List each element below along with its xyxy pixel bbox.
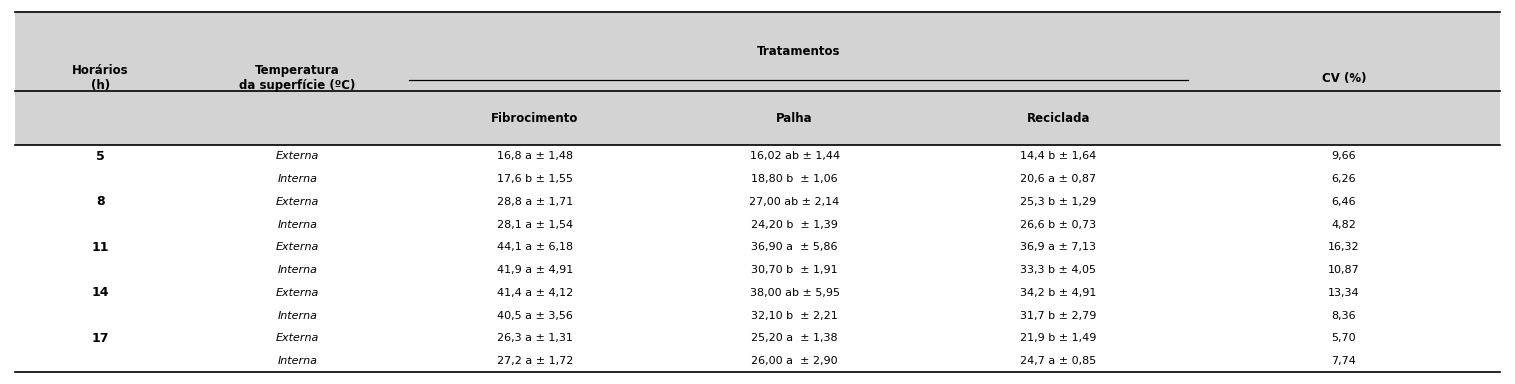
Text: 8: 8 bbox=[97, 195, 105, 209]
Text: 28,8 a ± 1,71: 28,8 a ± 1,71 bbox=[497, 197, 573, 207]
Text: Externa: Externa bbox=[276, 151, 320, 161]
Text: 16,32: 16,32 bbox=[1329, 242, 1360, 252]
Text: Palha: Palha bbox=[776, 111, 814, 124]
Text: 7,74: 7,74 bbox=[1332, 356, 1356, 366]
Text: 14,4 b ± 1,64: 14,4 b ± 1,64 bbox=[1020, 151, 1097, 161]
Text: 6,26: 6,26 bbox=[1332, 174, 1356, 184]
Text: 20,6 a ± 0,87: 20,6 a ± 0,87 bbox=[1020, 174, 1097, 184]
Text: 13,34: 13,34 bbox=[1329, 288, 1360, 298]
Text: Tratamentos: Tratamentos bbox=[756, 45, 841, 58]
Text: Temperatura
da superfície (ºC): Temperatura da superfície (ºC) bbox=[239, 64, 356, 92]
Text: 25,3 b ± 1,29: 25,3 b ± 1,29 bbox=[1020, 197, 1097, 207]
Text: Fibrocimento: Fibrocimento bbox=[491, 111, 579, 124]
Text: Interna: Interna bbox=[277, 265, 317, 275]
Text: 27,2 a ± 1,72: 27,2 a ± 1,72 bbox=[497, 356, 573, 366]
Text: 16,02 ab ± 1,44: 16,02 ab ± 1,44 bbox=[750, 151, 839, 161]
Text: Interna: Interna bbox=[277, 220, 317, 230]
Text: 14: 14 bbox=[92, 286, 109, 300]
Text: 17,6 b ± 1,55: 17,6 b ± 1,55 bbox=[497, 174, 573, 184]
Text: Horários
(h): Horários (h) bbox=[73, 64, 129, 92]
Text: 41,4 a ± 4,12: 41,4 a ± 4,12 bbox=[497, 288, 573, 298]
Text: Externa: Externa bbox=[276, 333, 320, 343]
Text: 21,9 b ± 1,49: 21,9 b ± 1,49 bbox=[1020, 333, 1097, 343]
Text: 31,7 b ± 2,79: 31,7 b ± 2,79 bbox=[1020, 311, 1097, 321]
Text: 10,87: 10,87 bbox=[1329, 265, 1360, 275]
Bar bbox=[15, 12, 1500, 145]
Text: 5: 5 bbox=[95, 150, 105, 163]
Text: 9,66: 9,66 bbox=[1332, 151, 1356, 161]
Text: Externa: Externa bbox=[276, 242, 320, 252]
Text: Interna: Interna bbox=[277, 311, 317, 321]
Text: 16,8 a ± 1,48: 16,8 a ± 1,48 bbox=[497, 151, 573, 161]
Text: 28,1 a ± 1,54: 28,1 a ± 1,54 bbox=[497, 220, 573, 230]
Text: 18,80 b  ± 1,06: 18,80 b ± 1,06 bbox=[751, 174, 838, 184]
Text: 5,70: 5,70 bbox=[1332, 333, 1356, 343]
Text: 27,00 ab ± 2,14: 27,00 ab ± 2,14 bbox=[750, 197, 839, 207]
Text: 6,46: 6,46 bbox=[1332, 197, 1356, 207]
Text: 44,1 a ± 6,18: 44,1 a ± 6,18 bbox=[497, 242, 573, 252]
Text: 36,90 a  ± 5,86: 36,90 a ± 5,86 bbox=[751, 242, 838, 252]
Text: 41,9 a ± 4,91: 41,9 a ± 4,91 bbox=[497, 265, 573, 275]
Text: 17: 17 bbox=[92, 332, 109, 345]
Text: 4,82: 4,82 bbox=[1332, 220, 1356, 230]
Text: Externa: Externa bbox=[276, 197, 320, 207]
Text: CV (%): CV (%) bbox=[1321, 72, 1367, 85]
Text: 34,2 b ± 4,91: 34,2 b ± 4,91 bbox=[1020, 288, 1097, 298]
Text: 25,20 a  ± 1,38: 25,20 a ± 1,38 bbox=[751, 333, 838, 343]
Text: 30,70 b  ± 1,91: 30,70 b ± 1,91 bbox=[751, 265, 838, 275]
Text: 24,7 a ± 0,85: 24,7 a ± 0,85 bbox=[1020, 356, 1097, 366]
Text: Externa: Externa bbox=[276, 288, 320, 298]
Text: 26,00 a  ± 2,90: 26,00 a ± 2,90 bbox=[751, 356, 838, 366]
Text: Interna: Interna bbox=[277, 174, 317, 184]
Text: 40,5 a ± 3,56: 40,5 a ± 3,56 bbox=[497, 311, 573, 321]
Text: 32,10 b  ± 2,21: 32,10 b ± 2,21 bbox=[751, 311, 838, 321]
Text: 36,9 a ± 7,13: 36,9 a ± 7,13 bbox=[1020, 242, 1097, 252]
Text: 38,00 ab ± 5,95: 38,00 ab ± 5,95 bbox=[750, 288, 839, 298]
Bar bbox=[15, 145, 1500, 372]
Text: 11: 11 bbox=[92, 241, 109, 254]
Text: Reciclada: Reciclada bbox=[1026, 111, 1089, 124]
Text: 8,36: 8,36 bbox=[1332, 311, 1356, 321]
Text: 26,6 b ± 0,73: 26,6 b ± 0,73 bbox=[1020, 220, 1097, 230]
Text: 26,3 a ± 1,31: 26,3 a ± 1,31 bbox=[497, 333, 573, 343]
Text: 24,20 b  ± 1,39: 24,20 b ± 1,39 bbox=[751, 220, 838, 230]
Text: 33,3 b ± 4,05: 33,3 b ± 4,05 bbox=[1020, 265, 1097, 275]
Text: Interna: Interna bbox=[277, 356, 317, 366]
